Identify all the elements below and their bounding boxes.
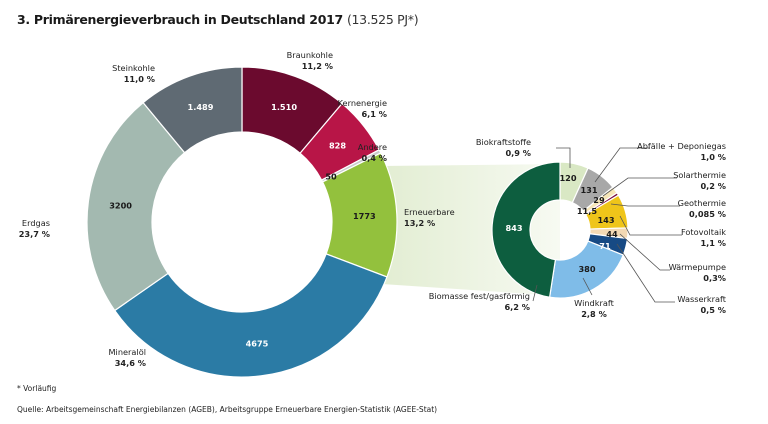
- value-label-biokraftstoffe: 120: [559, 173, 576, 183]
- label-percent-geothermie: 0,085 %: [689, 209, 726, 219]
- leader-lines: [532, 147, 682, 303]
- leader-line-biokraftstoffe: [556, 147, 571, 168]
- label-percent-steinkohle: 11,0 %: [124, 74, 155, 84]
- label-percent-windkraft: 2,8 %: [581, 309, 607, 319]
- value-label-steinkohle: 1.489: [188, 102, 214, 112]
- leader-line-abfaelle-deponiegas: [594, 147, 650, 183]
- value-label-erneuerbare: 1773: [353, 211, 376, 221]
- label-percent-braunkohle: 11,2 %: [302, 61, 333, 71]
- leader-line-geothermie: [610, 203, 680, 207]
- label-name-fotovoltaik: Fotovoltaik: [681, 227, 726, 237]
- chart-title: 3. Primärenergieverbrauch in Deutschland…: [17, 12, 419, 27]
- title-total: (13.525 PJ*): [346, 12, 419, 27]
- label-name-braunkohle: Braunkohle: [287, 50, 333, 60]
- segment-windkraft: [548, 240, 625, 299]
- value-label-wasserkraft: 71: [599, 241, 611, 251]
- value-label-andere: 50: [325, 171, 337, 181]
- label-percent-erneuerbare: 13,2 %: [404, 218, 435, 228]
- leader-line-fotovoltaik: [619, 215, 682, 236]
- footnote: * Vorläufig: [17, 384, 57, 393]
- label-name-mineraloel: Mineralöl: [108, 347, 146, 357]
- value-label-kernenergie: 828: [329, 140, 346, 150]
- segment-erdgas: [86, 101, 186, 312]
- label-percent-solarthermie: 0,2 %: [700, 181, 726, 191]
- value-label-geothermie: 11,5: [577, 206, 598, 216]
- label-name-erneuerbare: Erneuerbare: [404, 207, 455, 217]
- label-percent-wasserkraft: 0,5 %: [700, 305, 726, 315]
- renewables-donut: [491, 161, 629, 299]
- label-name-wasserkraft: Wasserkraft: [677, 294, 726, 304]
- value-label-windkraft: 380: [578, 264, 595, 274]
- segment-labels: 1.510828501773467532001.489Braunkohle11,…: [19, 50, 727, 368]
- value-label-mineraloel: 4675: [246, 339, 269, 349]
- label-name-andere: Andere: [358, 142, 387, 152]
- title-text: 3. Primärenergieverbrauch in Deutschland…: [17, 12, 343, 27]
- label-name-geothermie: Geothermie: [678, 198, 726, 208]
- leader-line-wasserkraft: [616, 243, 675, 303]
- label-name-steinkohle: Steinkohle: [112, 63, 155, 73]
- label-name-waermepumpe: Wärmepumpe: [669, 262, 726, 272]
- label-name-solarthermie: Solarthermie: [673, 170, 726, 180]
- label-name-erdgas: Erdgas: [22, 218, 50, 228]
- label-percent-abfaelle-deponiegas: 1,0 %: [700, 152, 726, 162]
- leader-line-windkraft: [582, 277, 593, 296]
- value-label-fotovoltaik: 143: [597, 215, 614, 225]
- value-label-waermepumpe: 44: [606, 229, 618, 239]
- leader-line-biomasse-fest-gasfoermig: [532, 284, 538, 302]
- label-percent-waermepumpe: 0,3%: [703, 273, 726, 283]
- label-name-abfaelle-deponiegas: Abfälle + Deponiegas: [637, 141, 726, 151]
- label-name-windkraft: Windkraft: [574, 298, 614, 308]
- label-percent-fotovoltaik: 1,1 %: [700, 238, 726, 248]
- segment-mineraloel: [113, 253, 388, 378]
- label-name-biomasse-fest-gasfoermig: Biomasse fest/gasförmig: [429, 291, 530, 301]
- value-label-erdgas: 3200: [109, 200, 132, 210]
- label-percent-biomasse-fest-gasfoermig: 6,2 %: [504, 302, 530, 312]
- source-note: Quelle: Arbeitsgemeinschaft Energiebilan…: [17, 405, 438, 414]
- value-label-biomasse-fest-gasfoermig: 843: [505, 223, 522, 233]
- label-percent-mineraloel: 34,6 %: [115, 358, 146, 368]
- value-label-braunkohle: 1.510: [271, 102, 297, 112]
- leader-line-solarthermie: [602, 177, 677, 197]
- leader-line-waermepumpe: [619, 233, 670, 271]
- main-donut: [86, 66, 398, 378]
- label-percent-erdgas: 23,7 %: [19, 229, 50, 239]
- segment-biomasse-fest-gasfoermig: [491, 161, 561, 298]
- value-label-abfaelle-deponiegas: 131: [580, 185, 597, 195]
- label-name-kernenergie: Kernenergie: [338, 98, 387, 108]
- label-percent-kernenergie: 6,1 %: [361, 109, 387, 119]
- segment-steinkohle: [142, 66, 243, 154]
- label-percent-andere: 0,4 %: [361, 153, 387, 163]
- value-label-solarthermie: 29: [593, 195, 605, 205]
- label-percent-biokraftstoffe: 0,9 %: [505, 148, 531, 158]
- label-name-biokraftstoffe: Biokraftstoffe: [476, 137, 531, 147]
